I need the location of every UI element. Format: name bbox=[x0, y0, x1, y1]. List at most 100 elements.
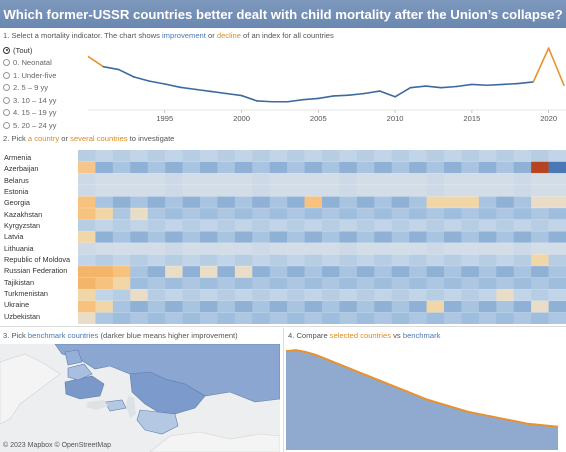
heatmap-cell[interactable] bbox=[426, 242, 445, 255]
heatmap-cell[interactable] bbox=[409, 289, 427, 302]
heatmap-cell[interactable] bbox=[304, 196, 323, 209]
heatmap-cell[interactable] bbox=[374, 312, 393, 324]
heatmap-cell[interactable] bbox=[217, 150, 236, 162]
heatmap-cell[interactable] bbox=[496, 184, 515, 197]
heatmap-cell[interactable] bbox=[478, 150, 497, 162]
heatmap-cell[interactable] bbox=[426, 289, 445, 302]
heatmap-cell[interactable] bbox=[112, 312, 131, 324]
heatmap-cell[interactable] bbox=[356, 289, 375, 302]
heatmap-cell[interactable] bbox=[496, 289, 515, 302]
heatmap-cell[interactable] bbox=[496, 266, 515, 278]
heatmap-cell[interactable] bbox=[165, 289, 183, 302]
heatmap-cell[interactable] bbox=[182, 208, 201, 220]
heatmap-cell[interactable] bbox=[217, 184, 236, 197]
heatmap-cell[interactable] bbox=[531, 266, 549, 278]
heatmap-cell[interactable] bbox=[374, 161, 393, 174]
heatmap-cell[interactable] bbox=[200, 208, 218, 220]
country-row-label[interactable]: Uzbekistan bbox=[4, 311, 41, 321]
heatmap-cell[interactable] bbox=[95, 254, 114, 267]
heatmap-cell[interactable] bbox=[322, 277, 340, 290]
heatmap-cell[interactable] bbox=[304, 289, 323, 302]
heatmap-cell[interactable] bbox=[304, 219, 323, 232]
heatmap-cell[interactable] bbox=[147, 312, 166, 324]
heatmap-cell[interactable] bbox=[252, 254, 271, 267]
comparison-area-chart[interactable] bbox=[286, 344, 564, 450]
heatmap-cell[interactable] bbox=[513, 150, 532, 162]
trend-line-chart[interactable]: 1995 2000 2005 2010 2015 2020 bbox=[88, 44, 566, 126]
heatmap-cell[interactable] bbox=[356, 161, 375, 174]
heatmap-cell[interactable] bbox=[531, 289, 549, 302]
heatmap-cell[interactable] bbox=[252, 161, 271, 174]
heatmap-cell[interactable] bbox=[182, 173, 201, 186]
heatmap-cell[interactable] bbox=[478, 196, 497, 209]
heatmap-cell[interactable] bbox=[478, 242, 497, 255]
heatmap-cell[interactable] bbox=[234, 184, 253, 197]
heatmap-cell[interactable] bbox=[304, 173, 323, 186]
heatmap-cell[interactable] bbox=[217, 161, 236, 174]
country-row-label[interactable]: Kyrgyzstan bbox=[4, 221, 41, 231]
heatmap-cell[interactable] bbox=[478, 173, 497, 186]
heatmap-cell[interactable] bbox=[252, 150, 271, 162]
heatmap-cell[interactable] bbox=[234, 196, 253, 209]
heatmap-cell[interactable] bbox=[513, 196, 532, 209]
heatmap-cell[interactable] bbox=[217, 300, 236, 313]
heatmap-cell[interactable] bbox=[200, 254, 218, 267]
heatmap-cell[interactable] bbox=[95, 300, 114, 313]
heatmap-cell[interactable] bbox=[287, 231, 305, 244]
heatmap-cell[interactable] bbox=[182, 161, 201, 174]
heatmap-cell[interactable] bbox=[95, 161, 114, 174]
indicator-option-10-14[interactable]: 3. 10 – 14 yy bbox=[3, 94, 83, 107]
heatmap-cell[interactable] bbox=[200, 242, 218, 255]
indicator-option-15-19[interactable]: 4. 15 – 19 yy bbox=[3, 107, 83, 120]
heatmap-cell[interactable] bbox=[531, 231, 549, 244]
heatmap-cell[interactable] bbox=[478, 184, 497, 197]
heatmap-cell[interactable] bbox=[374, 266, 393, 278]
heatmap-cell[interactable] bbox=[444, 242, 462, 255]
heatmap-cell[interactable] bbox=[269, 254, 288, 267]
heatmap-cell[interactable] bbox=[339, 300, 358, 313]
heatmap-cell[interactable] bbox=[426, 161, 445, 174]
heatmap-cell[interactable] bbox=[548, 196, 566, 209]
country-row-label[interactable]: Estonia bbox=[4, 187, 29, 197]
heatmap-cell[interactable] bbox=[95, 196, 114, 209]
heatmap-cell[interactable] bbox=[513, 277, 532, 290]
heatmap-cell[interactable] bbox=[461, 312, 480, 324]
heatmap-cell[interactable] bbox=[322, 312, 340, 324]
heatmap-cell[interactable] bbox=[391, 300, 410, 313]
map-country-central-asia[interactable] bbox=[136, 409, 179, 435]
heatmap-cell[interactable] bbox=[147, 208, 166, 220]
heatmap-cell[interactable] bbox=[409, 150, 427, 162]
heatmap-cell[interactable] bbox=[252, 289, 271, 302]
heatmap-cell[interactable] bbox=[112, 254, 131, 267]
heatmap-cell[interactable] bbox=[409, 266, 427, 278]
heatmap-cell[interactable] bbox=[409, 184, 427, 197]
heatmap-cell[interactable] bbox=[147, 173, 166, 186]
heatmap-cell[interactable] bbox=[130, 150, 149, 162]
indicator-option-neonatal[interactable]: 0. Neonatal bbox=[3, 57, 83, 70]
heatmap-cell[interactable] bbox=[95, 150, 114, 162]
heatmap-cell[interactable] bbox=[444, 312, 462, 324]
heatmap-cell[interactable] bbox=[444, 196, 462, 209]
heatmap-cell[interactable] bbox=[112, 196, 131, 209]
heatmap-cell[interactable] bbox=[95, 266, 114, 278]
heatmap-cell[interactable] bbox=[513, 173, 532, 186]
country-row-label[interactable]: Tajikistan bbox=[4, 277, 35, 287]
map-country-baltics[interactable] bbox=[64, 349, 83, 366]
heatmap-cell[interactable] bbox=[95, 289, 114, 302]
heatmap-cell[interactable] bbox=[78, 277, 96, 290]
heatmap-cell[interactable] bbox=[304, 208, 323, 220]
heatmap-cell[interactable] bbox=[444, 289, 462, 302]
heatmap-cell[interactable] bbox=[409, 173, 427, 186]
heatmap-cell[interactable] bbox=[234, 242, 253, 255]
heatmap-cell[interactable] bbox=[339, 312, 358, 324]
heatmap-cell[interactable] bbox=[112, 208, 131, 220]
heatmap-cell[interactable] bbox=[339, 208, 358, 220]
heatmap-cell[interactable] bbox=[409, 277, 427, 290]
map-country-caucasus[interactable] bbox=[104, 399, 127, 412]
heatmap-cell[interactable] bbox=[496, 254, 515, 267]
heatmap-cell[interactable] bbox=[200, 219, 218, 232]
heatmap-cell[interactable] bbox=[147, 300, 166, 313]
heatmap-cell[interactable] bbox=[444, 161, 462, 174]
heatmap-cell[interactable] bbox=[531, 277, 549, 290]
heatmap-cell[interactable] bbox=[269, 184, 288, 197]
